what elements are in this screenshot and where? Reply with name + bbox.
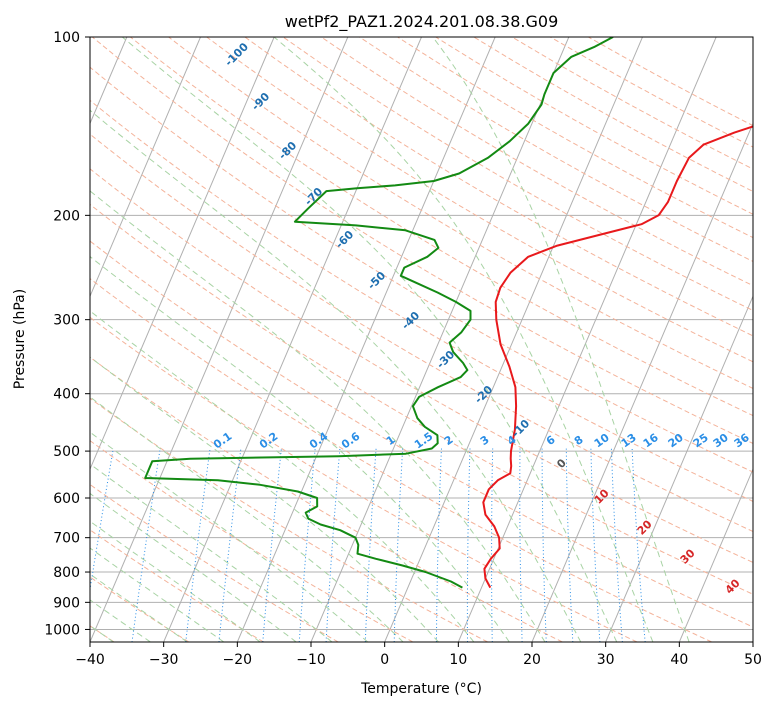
- mixing-ratio-line: [90, 448, 114, 593]
- dry-adiabat-line: [90, 278, 712, 642]
- dry-adiabat-line: [90, 316, 638, 642]
- dry-adiabat-line: [90, 203, 753, 595]
- isotherm-line: [236, 37, 496, 642]
- y-tick-label: 700: [53, 531, 80, 547]
- x-tick-label: −40: [75, 652, 105, 668]
- dewpoint-profile-line: [144, 37, 614, 589]
- y-tick-label: 100: [53, 30, 80, 46]
- dry-adiabat-line: [90, 168, 753, 563]
- isotherm-line: [163, 37, 422, 642]
- mixing-ratio-line: [131, 448, 161, 642]
- x-tick-label: −10: [296, 652, 326, 668]
- dry-adiabat-line: [90, 240, 753, 628]
- y-tick-label: 600: [53, 491, 80, 507]
- y-tick-label: 900: [53, 595, 80, 611]
- plot-frame: [89, 36, 754, 643]
- moist-adiabat-line: [90, 431, 369, 642]
- moist-adiabat-line: [90, 492, 297, 642]
- moist-adiabat-line: [273, 37, 654, 642]
- moist-adiabat-line: [90, 356, 439, 642]
- moist-adiabat-line: [90, 396, 404, 642]
- x-tick-label: 10: [449, 652, 467, 668]
- x-axis-label: Temperature (°C): [360, 681, 482, 697]
- isotherm-line: [457, 37, 717, 642]
- dry-adiabat-line: [244, 37, 753, 337]
- sounding-lines: [144, 37, 753, 589]
- dry-adiabat-line: [90, 66, 753, 473]
- y-tick-label: 1000: [44, 622, 80, 638]
- moist-adiabat-line: [90, 310, 475, 642]
- dry-adiabat-line: [90, 529, 264, 642]
- isotherm-line: [90, 37, 349, 642]
- isotherm-line: [605, 295, 753, 642]
- y-tick-label: 500: [53, 444, 80, 460]
- y-axis-label: Pressure (hPa): [12, 289, 28, 389]
- isotherm-line: [678, 467, 753, 642]
- y-tick-label: 200: [53, 208, 80, 224]
- moist-adiabat-line: [90, 547, 225, 642]
- chart-title: wetPf2_PAZ1.2024.201.08.38.G09: [285, 12, 559, 32]
- x-tick-label: 50: [744, 652, 762, 668]
- y-tick-label: 300: [53, 313, 80, 329]
- isotherm-line: [531, 122, 753, 642]
- isotherm-line: [384, 37, 643, 642]
- x-tick-label: 40: [670, 652, 688, 668]
- x-tick-label: 20: [523, 652, 541, 668]
- moist-adiabat-line: [90, 520, 261, 642]
- y-tick-label: 400: [53, 387, 80, 403]
- dry-adiabat-line: [206, 37, 753, 363]
- y-tick-label: 800: [53, 565, 80, 581]
- dry-adiabat-line: [90, 133, 753, 533]
- x-tick-label: 0: [380, 652, 389, 668]
- x-tick-label: 30: [597, 652, 615, 668]
- background-lines: [90, 37, 753, 642]
- moist-adiabat-line: [432, 37, 690, 642]
- x-tick-label: −30: [149, 652, 179, 668]
- dry-adiabat-line: [90, 397, 488, 642]
- temperature-profile-line: [482, 125, 753, 589]
- moist-adiabat-line: [90, 573, 188, 642]
- dry-adiabat-line: [168, 37, 753, 389]
- mixing-ratio-line: [185, 448, 211, 642]
- isotherm-line: [90, 37, 275, 471]
- moist-adiabat-line: [90, 255, 510, 642]
- moist-adiabat-line: [90, 463, 333, 642]
- dry-adiabat-line: [90, 99, 753, 502]
- x-tick-label: −20: [223, 652, 253, 668]
- axis-ticks: −40 −30 −20 −10 0 10 20 30 40 50 100 200 300 400 500 60…: [44, 30, 762, 668]
- isotherm-line: [90, 37, 201, 298]
- dry-adiabat-line: [90, 440, 414, 642]
- dry-adiabat-line: [90, 356, 563, 642]
- dry-adiabat-line: [282, 37, 753, 312]
